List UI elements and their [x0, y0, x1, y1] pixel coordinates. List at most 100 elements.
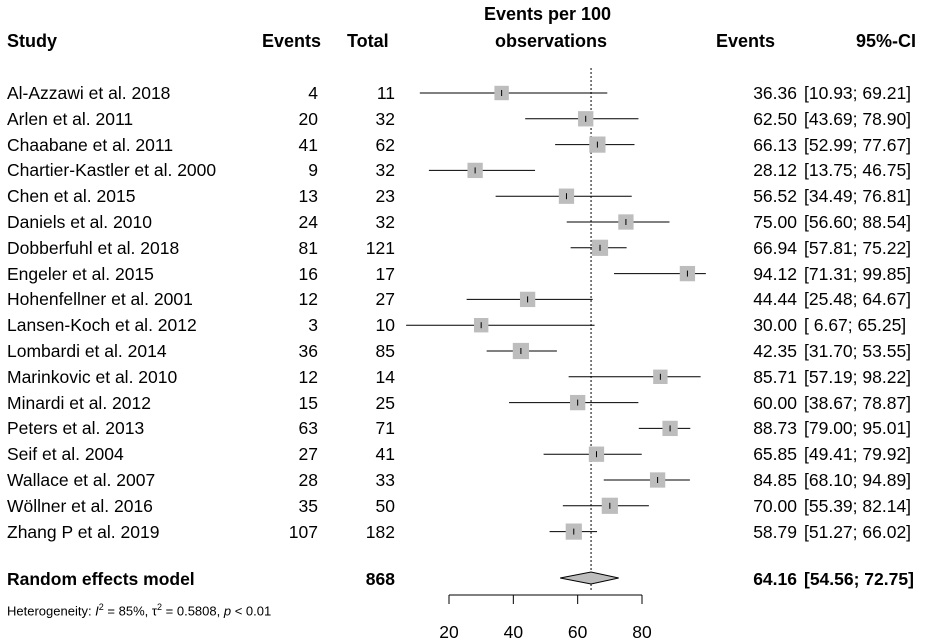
- study-ci: [25.48; 64.67]: [804, 289, 912, 310]
- study-events: 12: [298, 366, 318, 387]
- study-rate: 28.12: [753, 160, 797, 181]
- x-axis-tick-label: 60: [568, 622, 588, 642]
- study-name: Seif et al. 2004: [7, 444, 124, 465]
- study-total: 71: [375, 418, 395, 439]
- study-total: 32: [375, 212, 395, 232]
- study-ci: [57.19; 98.22]: [804, 366, 912, 387]
- study-rate: 70.00: [753, 495, 797, 516]
- header-total: Total: [347, 31, 389, 51]
- study-total: 17: [375, 263, 395, 284]
- study-name: Lombardi et al. 2014: [7, 341, 167, 361]
- study-total: 32: [375, 108, 395, 129]
- study-rate: 65.85: [753, 444, 797, 465]
- study-ci: [43.69; 78.90]: [804, 108, 912, 129]
- study-ci: [52.99; 77.67]: [804, 134, 912, 155]
- summary-rate: 64.16: [753, 569, 797, 589]
- study-name: Engeler et al. 2015: [7, 263, 154, 284]
- tau-superscript: 2: [157, 602, 163, 612]
- header-events-rate: Events: [716, 31, 776, 51]
- study-rate: 88.73: [753, 418, 797, 439]
- study-events: 12: [298, 289, 318, 310]
- study-events: 27: [298, 444, 318, 465]
- study-events: 16: [298, 263, 318, 284]
- study-rate: 62.50: [753, 108, 797, 129]
- study-name: Arlen et al. 2011: [7, 108, 134, 129]
- study-name: Al-Azzawi et al. 2018: [7, 83, 171, 103]
- header-ci: 95%-CI: [856, 31, 917, 51]
- study-events: 35: [298, 495, 318, 516]
- study-ci: [79.00; 95.01]: [804, 418, 912, 439]
- study-total: 50: [375, 495, 395, 516]
- header-plot-title-line1: Events per 100: [484, 4, 612, 24]
- study-rate: 30.00: [753, 315, 797, 336]
- study-ci: [57.81; 75.22]: [804, 237, 912, 258]
- study-rate: 75.00: [753, 212, 797, 232]
- study-name: Chartier-Kastler et al. 2000: [7, 160, 217, 181]
- study-rate: 44.44: [753, 289, 797, 310]
- x-axis-tick-label: 80: [632, 622, 652, 642]
- p-symbol: p: [223, 603, 232, 619]
- study-events: 63: [298, 418, 318, 439]
- study-total: 33: [375, 470, 395, 490]
- study-events: 24: [298, 212, 318, 232]
- study-ci: [49.41; 79.92]: [804, 444, 912, 465]
- study-total: 121: [365, 237, 395, 258]
- study-name: Hohenfellner et al. 2001: [7, 289, 193, 310]
- study-events: 28: [298, 470, 318, 490]
- tau-value: = 0.5808,: [162, 603, 224, 619]
- study-name: Zhang P et al. 2019: [7, 521, 160, 542]
- study-events: 81: [298, 237, 318, 258]
- heterogeneity-text: Heterogeneity: I2 = 85%, τ2 = 0.5808, p …: [7, 597, 271, 621]
- study-ci: [71.31; 99.85]: [804, 263, 912, 284]
- study-total: 27: [375, 289, 395, 310]
- study-total: 10: [375, 315, 395, 336]
- study-ci: [13.75; 46.75]: [804, 160, 912, 181]
- study-ci: [38.67; 78.87]: [804, 392, 912, 413]
- study-events: 36: [298, 341, 318, 361]
- study-total: 14: [375, 366, 395, 387]
- study-ci: [55.39; 82.14]: [804, 495, 912, 516]
- study-events: 13: [298, 186, 318, 207]
- study-rate: 66.13: [753, 134, 797, 155]
- summary-diamond: [560, 571, 619, 585]
- study-events: 107: [288, 521, 318, 542]
- study-ci: [10.93; 69.21]: [804, 83, 912, 103]
- study-events: 3: [308, 315, 318, 336]
- header-study: Study: [7, 31, 58, 51]
- summary-label: Random effects model: [7, 569, 195, 589]
- study-total: 25: [375, 392, 395, 413]
- study-name: Daniels et al. 2010: [7, 212, 152, 232]
- header-plot-title-line2: observations: [495, 31, 608, 51]
- study-name: Wöllner et al. 2016: [7, 495, 153, 516]
- study-total: 23: [375, 186, 395, 207]
- study-total: 182: [365, 521, 395, 542]
- study-ci: [34.49; 76.81]: [804, 186, 912, 207]
- heterogeneity-prefix: Heterogeneity:: [7, 603, 96, 619]
- study-rate: 94.12: [753, 263, 797, 284]
- study-ci: [ 6.67; 65.25]: [804, 315, 907, 336]
- x-axis-tick-label: 40: [504, 622, 524, 642]
- study-events: 41: [298, 134, 318, 155]
- study-rate: 36.36: [753, 83, 797, 103]
- study-name: Chaabane et al. 2011: [7, 134, 174, 155]
- header-events: Events: [262, 31, 322, 51]
- study-rate: 56.52: [753, 186, 797, 207]
- study-rate: 42.35: [753, 341, 797, 361]
- study-ci: [51.27; 66.02]: [804, 521, 912, 542]
- study-rate: 60.00: [753, 392, 797, 413]
- study-rate: 66.94: [753, 237, 797, 258]
- study-name: Chen et al. 2015: [7, 186, 136, 207]
- study-events: 20: [298, 108, 318, 129]
- study-total: 11: [376, 83, 395, 103]
- study-ci: [56.60; 88.54]: [804, 212, 912, 232]
- study-total: 85: [375, 341, 395, 361]
- i2-symbol: I: [95, 603, 99, 619]
- summary-total: 868: [365, 569, 395, 589]
- study-rate: 85.71: [753, 366, 797, 387]
- p-value: < 0.01: [231, 603, 272, 619]
- i2-superscript: 2: [98, 602, 104, 612]
- i2-value: = 85%,: [103, 603, 152, 619]
- x-axis-tick-label: 20: [439, 622, 459, 642]
- study-name: Minardi et al. 2012: [7, 392, 151, 413]
- study-rate: 58.79: [753, 521, 797, 542]
